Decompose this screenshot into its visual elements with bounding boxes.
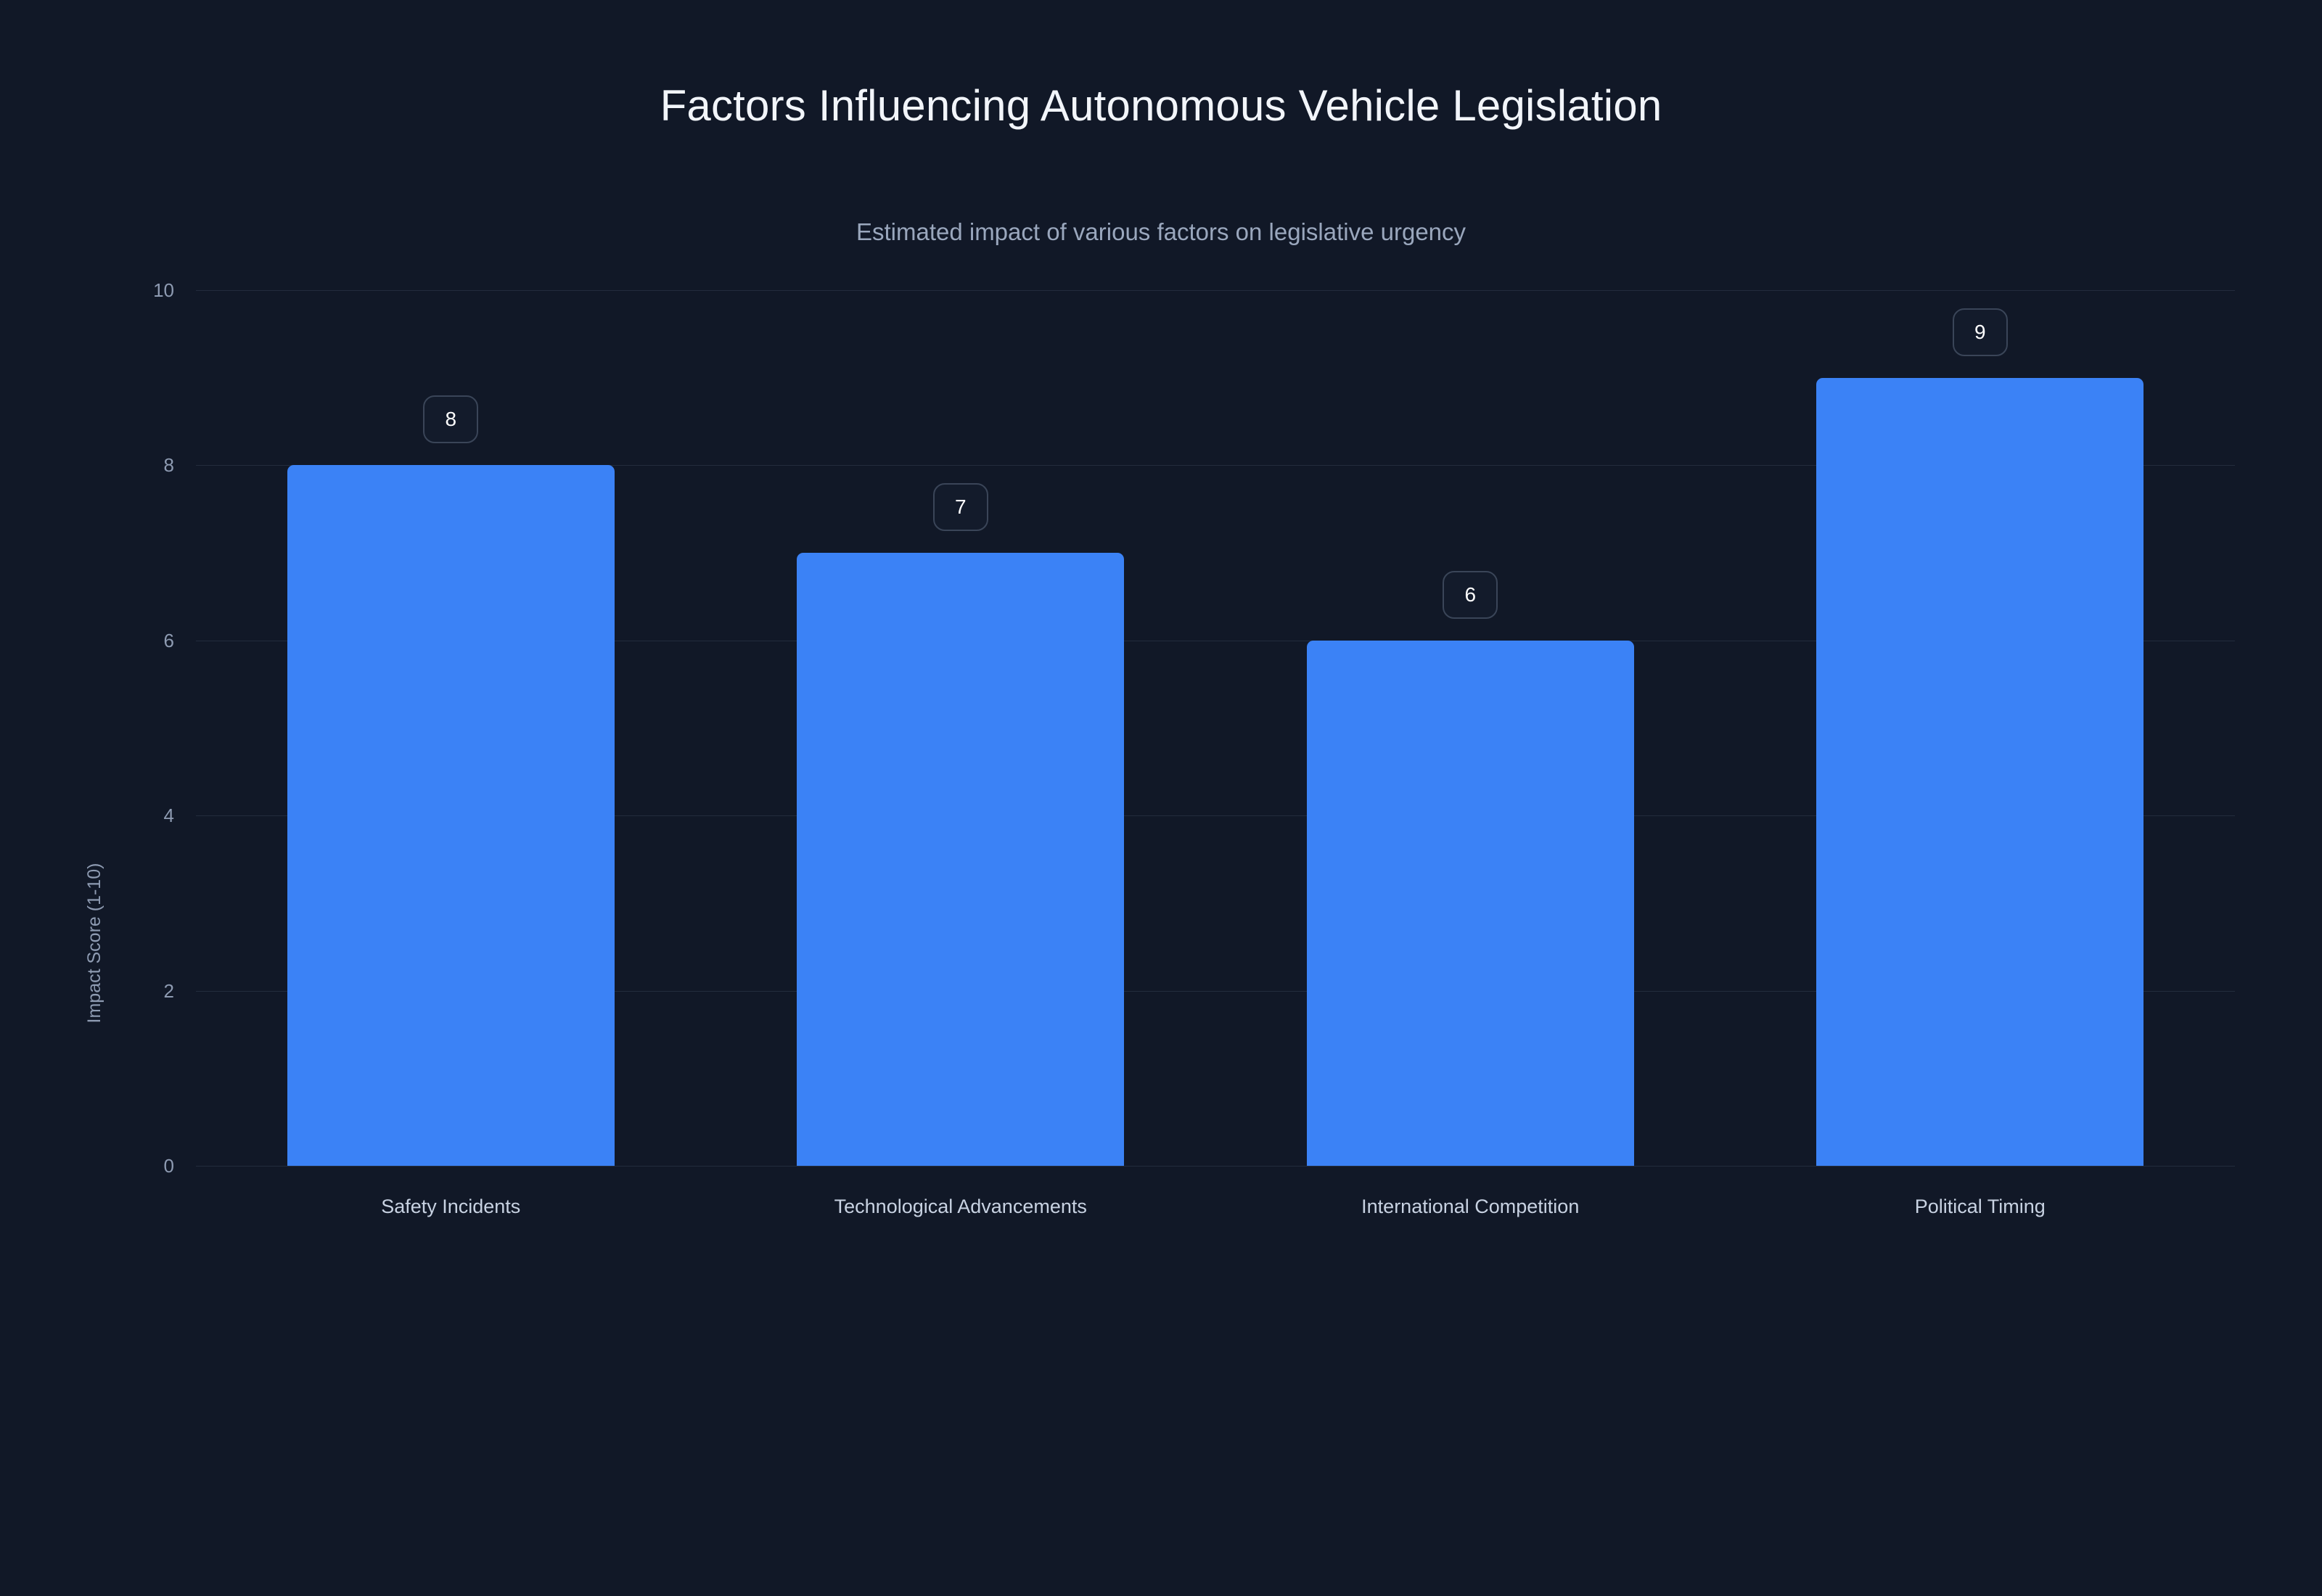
- bar-value-label: 8: [423, 395, 479, 444]
- chart-title: Factors Influencing Autonomous Vehicle L…: [660, 81, 1662, 130]
- gridline: [196, 1166, 2235, 1167]
- y-axis-tick-label: 0: [163, 1155, 174, 1177]
- bar[interactable]: [797, 553, 1125, 1166]
- y-axis-tick-label: 2: [163, 979, 174, 1002]
- bar-value-label: 9: [1952, 308, 2008, 356]
- x-axis-category-label: Political Timing: [1914, 1196, 2046, 1217]
- gridline: [196, 465, 2235, 466]
- bar[interactable]: [1306, 640, 1634, 1166]
- bar-value-label: 6: [1443, 570, 1498, 619]
- bar-value-label: 7: [932, 483, 988, 532]
- y-axis-title-container: Impact Score (1-10): [0, 290, 116, 1166]
- gridline: [196, 290, 2235, 291]
- bar-chart-canvas: Factors Influencing Autonomous Vehicle L…: [0, 81, 2235, 1217]
- y-axis-tick-label: 4: [163, 805, 174, 827]
- y-axis-tick-label: 6: [163, 629, 174, 651]
- y-axis-title: Impact Score (1-10): [84, 863, 104, 1024]
- bar[interactable]: [1816, 377, 2144, 1166]
- chart-subtitle: Estimated impact of various factors on l…: [856, 218, 1466, 245]
- x-axis-category-label: Technological Advancements: [834, 1196, 1087, 1217]
- gridline: [196, 990, 2235, 992]
- x-axis-category-label: Safety Incidents: [381, 1196, 521, 1217]
- y-axis-tick-label: 8: [163, 454, 174, 477]
- x-axis-category-label: International Competition: [1361, 1196, 1580, 1217]
- bar[interactable]: [287, 465, 615, 1166]
- y-axis-tick-label: 10: [153, 279, 174, 301]
- gridline: [196, 815, 2235, 817]
- plot-area: [196, 290, 2235, 1167]
